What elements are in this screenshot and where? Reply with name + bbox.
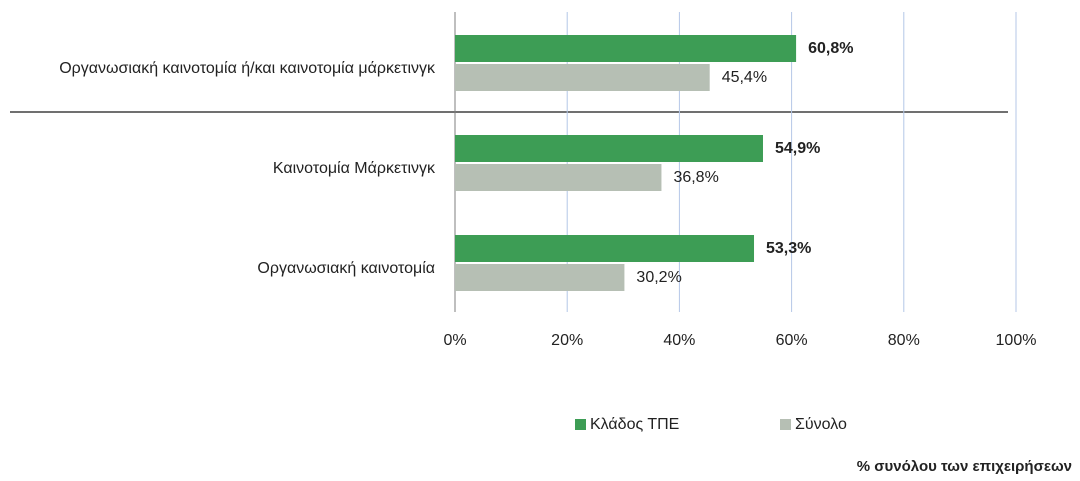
bar bbox=[455, 235, 755, 262]
legend-swatch bbox=[575, 419, 586, 430]
value-label: 30,2% bbox=[636, 269, 681, 286]
value-label: 36,8% bbox=[673, 169, 718, 186]
category-label: Οργανωσιακή καινοτομία ή/και καινοτομία … bbox=[15, 58, 435, 80]
x-tick-label: 80% bbox=[888, 332, 920, 349]
category-label: Καινοτομία Μάρκετινγκ bbox=[15, 158, 435, 180]
note: % συνόλου των επιχειρήσεων bbox=[857, 458, 1072, 475]
x-tick-label: 40% bbox=[663, 332, 695, 349]
category-text: Καινοτομία Μάρκετινγκ bbox=[272, 160, 435, 177]
bar bbox=[455, 164, 662, 191]
bar bbox=[455, 64, 710, 91]
value-label: 45,4% bbox=[722, 69, 767, 86]
value-label: 54,9% bbox=[775, 140, 820, 157]
bar bbox=[455, 135, 763, 162]
x-tick-label: 60% bbox=[776, 332, 808, 349]
value-label: 60,8% bbox=[808, 40, 853, 57]
bar bbox=[455, 35, 797, 62]
category-label: Οργανωσιακή καινοτομία bbox=[15, 258, 435, 280]
category-text: Οργανωσιακή καινοτομία ή/και καινοτομία … bbox=[59, 60, 435, 77]
category-text: Οργανωσιακή καινοτομία bbox=[257, 260, 435, 277]
value-label: 53,3% bbox=[766, 240, 811, 257]
bar bbox=[455, 264, 625, 291]
legend-swatch bbox=[780, 419, 791, 430]
legend-label: Σύνολο bbox=[795, 416, 847, 433]
legend-label: Κλάδος ΤΠΕ bbox=[590, 416, 679, 433]
x-tick-label: 20% bbox=[551, 332, 583, 349]
x-tick-label: 0% bbox=[443, 332, 466, 349]
x-tick-label: 100% bbox=[996, 332, 1037, 349]
